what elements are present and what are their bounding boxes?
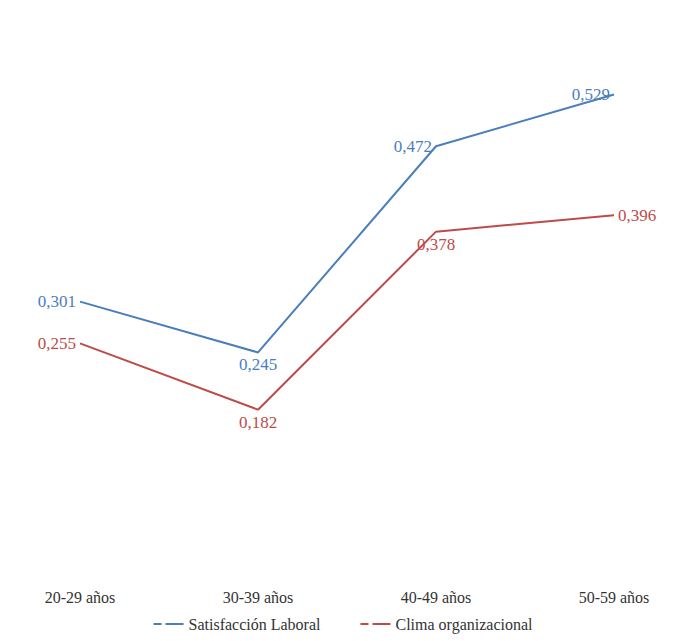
svg-text:40-49 años: 40-49 años: [401, 589, 472, 606]
svg-text:0,182: 0,182: [239, 413, 277, 432]
svg-text:20-29 años: 20-29 años: [45, 589, 116, 606]
svg-text:0,472: 0,472: [394, 137, 432, 156]
svg-text:0,301: 0,301: [38, 292, 76, 311]
svg-text:0,255: 0,255: [38, 334, 76, 353]
svg-text:0,378: 0,378: [417, 235, 455, 254]
svg-text:0,245: 0,245: [239, 355, 277, 374]
svg-text:0,396: 0,396: [618, 206, 656, 225]
svg-text:Clima organizacional: Clima organizacional: [395, 616, 533, 634]
svg-text:30-39 años: 30-39 años: [223, 589, 294, 606]
svg-text:Satisfacción Laboral: Satisfacción Laboral: [189, 616, 322, 633]
svg-text:0,529: 0,529: [572, 85, 610, 104]
svg-text:50-59 años: 50-59 años: [579, 589, 650, 606]
